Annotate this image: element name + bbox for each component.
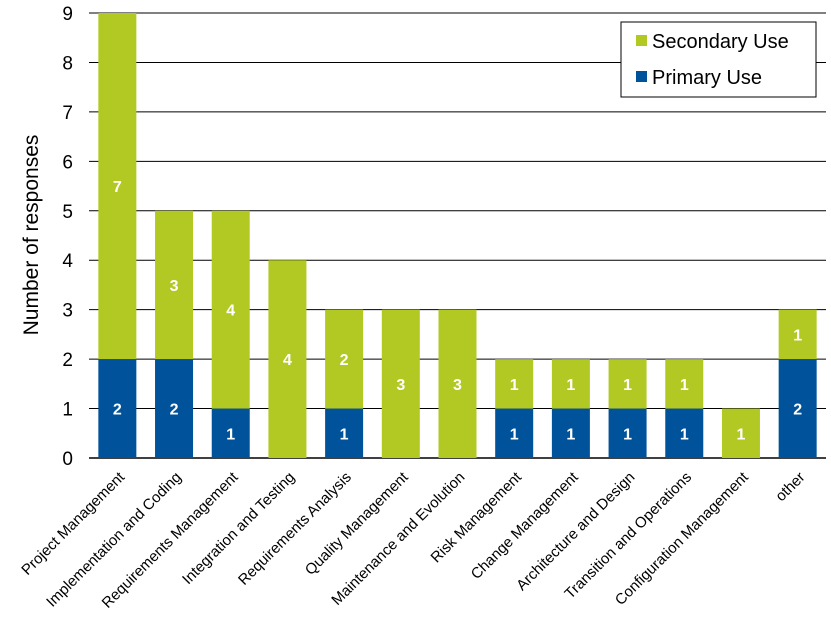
bar-secondary-use xyxy=(98,13,137,360)
data-label: 1 xyxy=(566,426,575,443)
legend-swatch xyxy=(636,35,647,46)
data-label: 1 xyxy=(737,426,746,443)
bar-secondary-use xyxy=(495,359,534,409)
data-label: 2 xyxy=(113,402,122,419)
data-label: 3 xyxy=(170,278,179,295)
data-label: 3 xyxy=(453,377,462,394)
data-label: 1 xyxy=(623,426,632,443)
x-tick-label: Integration and Testing xyxy=(179,469,298,588)
data-label: 1 xyxy=(680,377,689,394)
bar-secondary-use xyxy=(778,309,817,360)
bar-secondary-use xyxy=(155,210,194,360)
legend-swatch xyxy=(636,71,647,82)
bar-primary-use xyxy=(98,359,137,458)
x-tick-label: Project Management xyxy=(18,468,128,578)
legend-box xyxy=(620,21,817,98)
y-tick-label: 4 xyxy=(62,251,73,272)
y-tick-label: 0 xyxy=(62,449,73,470)
bar-primary-use xyxy=(665,408,704,458)
bar-primary-use xyxy=(551,408,590,458)
data-label: 2 xyxy=(793,402,802,419)
bar-secondary-use xyxy=(665,359,704,409)
data-label: 1 xyxy=(226,426,235,443)
bar-primary-use xyxy=(778,359,817,458)
y-tick-label: 1 xyxy=(62,400,73,421)
data-label: 2 xyxy=(170,402,179,419)
y-tick-label: 7 xyxy=(62,103,73,124)
data-label: 1 xyxy=(510,426,519,443)
x-tick-label: Quality Management xyxy=(302,468,412,578)
data-label: 4 xyxy=(283,352,292,369)
bar-secondary-use xyxy=(268,260,307,458)
data-label: 1 xyxy=(793,327,802,344)
bars: 2 7 2 3 1 4 4 1 2 3 3 1 1 1 1 1 1 1 1 1 2 1 xyxy=(98,13,817,458)
bar-primary-use xyxy=(495,408,534,458)
data-label: 1 xyxy=(680,426,689,443)
bar-secondary-use xyxy=(211,210,250,409)
x-tick-label: Change Management xyxy=(468,468,583,583)
data-label: 1 xyxy=(510,377,519,394)
bar-primary-use xyxy=(325,408,364,458)
y-tick-label: 5 xyxy=(62,202,73,223)
bar-secondary-use xyxy=(325,309,364,409)
bar-secondary-use xyxy=(551,359,590,409)
legend-label: Secondary Use xyxy=(652,31,789,53)
y-tick-labels: 0 1 2 3 4 5 6 7 8 9 xyxy=(62,4,73,470)
bar-primary-use xyxy=(608,408,647,458)
data-label: 7 xyxy=(113,179,122,196)
data-label: 4 xyxy=(226,303,235,320)
bar-primary-use xyxy=(211,408,250,458)
data-label: 1 xyxy=(623,377,632,394)
bar-secondary-use xyxy=(721,408,760,458)
y-tick-label: 6 xyxy=(62,152,73,173)
y-tick-label: 3 xyxy=(62,301,73,322)
y-tick-label: 8 xyxy=(62,53,73,74)
y-axis-label: Number of responses xyxy=(20,135,43,336)
legend: Secondary Use Primary Use xyxy=(620,21,817,98)
bar-secondary-use xyxy=(608,359,647,409)
bar-secondary-use xyxy=(438,309,477,458)
data-label: 1 xyxy=(340,426,349,443)
y-tick-label: 9 xyxy=(62,4,73,25)
data-label: 3 xyxy=(396,377,405,394)
data-label: 2 xyxy=(340,352,349,369)
bar-primary-use xyxy=(155,359,194,458)
x-tick-label: other xyxy=(772,469,808,505)
y-tick-label: 2 xyxy=(62,350,73,371)
x-tick-label: Requirements Analysis xyxy=(235,469,355,589)
data-label: 1 xyxy=(566,377,575,394)
bar-secondary-use xyxy=(381,309,420,458)
legend-label: Primary Use xyxy=(652,67,762,89)
